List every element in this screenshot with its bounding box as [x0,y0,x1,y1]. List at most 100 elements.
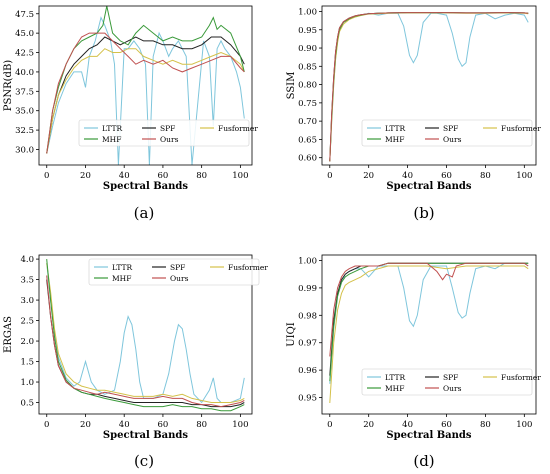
x-tick-label: 40 [402,420,413,430]
legend-label-lttr: LTTR [385,373,406,382]
legend-label-spf: SPF [443,373,458,382]
legend-label-ours: Ours [443,135,462,144]
series-line-fusformer [329,265,529,404]
series-line-fusformer [46,48,245,154]
x-tick-label: 20 [80,171,91,181]
series-line-fusformer [46,263,245,403]
series-line-spf [329,262,529,376]
series-line-lttr [329,262,529,384]
x-tick-label: 0 [44,420,49,430]
y-tick-label: 0.90 [298,44,317,54]
x-tick-label: 100 [516,420,532,430]
x-tick-label: 20 [363,171,374,181]
y-tick-label: 30.0 [15,145,34,155]
chart-1: 0 20 40 60 80 100 30.0 32.5 35.0 37.5 40.0 42.5 45.0… [3,5,258,192]
y-tick-label: 1.0 [20,378,34,388]
x-tick-label: 100 [516,171,532,181]
legend-label-fusformer: Fusformer [501,124,541,133]
series-line-mhf [46,259,245,412]
series-line-lttr [46,263,245,404]
y-axis-label: UIQI [286,322,297,347]
legend-label-fusformer: Fusformer [228,263,268,272]
y-tick-label: 32.5 [15,126,34,136]
y-tick-label: 1.00 [298,256,317,266]
panel-label-c: (c) [133,452,155,470]
y-tick-label: 4.0 [20,255,34,265]
chart-4: 0 20 40 60 80 100 0.95 0.96 0.97 0.98 0.99 1.00 Spec… [286,254,541,441]
y-tick-label: 0.95 [298,394,317,404]
y-tick-label: 0.95 [298,26,317,36]
x-tick-label: 20 [80,420,91,430]
x-tick-label: 60 [158,420,169,430]
y-tick-label: 0.98 [298,311,317,321]
y-tick-label: 0.96 [298,366,317,376]
legend-box [361,368,533,396]
x-tick-label: 0 [44,171,49,181]
legend-box [361,119,533,147]
plot-frame [321,5,537,166]
y-tick-label: 1.5 [20,358,34,368]
x-axis-label: Spectral Bands [386,430,472,441]
x-tick-label: 0 [327,171,332,181]
y-tick-label: 3.0 [20,296,34,306]
y-tick-label: 3.5 [20,276,34,286]
legend-label-ours: Ours [443,384,462,393]
legend: LTTR SPF Fusformer MHF Ours [78,119,258,147]
legend-label-mhf: MHF [385,135,404,144]
legend-label-lttr: LTTR [102,124,123,133]
y-tick-label: 0.65 [298,135,317,145]
series-line-ours [329,12,529,162]
plot-frame [38,5,253,166]
x-tick-label: 100 [232,420,248,430]
legend-label-fusformer: Fusformer [218,124,258,133]
x-tick-label: 80 [480,171,491,181]
chart-3: 0 20 40 60 80 100 0.5 1.0 1.5 2.0 2.5 3.0 3.5 4.0 Spec… [3,254,268,441]
y-tick-label: 0.85 [298,62,317,72]
x-tick-label: 40 [119,171,130,181]
y-tick-label: 0.80 [298,81,317,91]
y-tick-label: 0.75 [298,99,317,109]
y-tick-label: 37.5 [15,87,34,97]
y-tick-label: 40.0 [15,68,34,78]
x-axis-label: Spectral Bands [103,430,189,441]
y-tick-label: 1.00 [298,7,317,17]
y-tick-label: 45.0 [15,29,34,39]
y-axis-label: PSNR(dB) [3,60,14,112]
legend-label-spf: SPF [170,263,185,272]
x-tick-label: 100 [232,171,248,181]
series-line-mhf [329,262,529,382]
legend-box [88,258,260,286]
legend-label-ours: Ours [170,274,189,283]
y-tick-label: 0.99 [298,284,317,294]
y-axis-label: SSIM [286,72,297,100]
x-tick-label: 0 [327,420,332,430]
series-line-spf [46,36,245,154]
plot-frame [321,254,537,415]
legend: LTTR SPF Fusformer MHF Ours [361,368,541,396]
legend-label-ours: Ours [160,135,179,144]
legend-label-spf: SPF [160,124,175,133]
x-tick-label: 80 [196,420,207,430]
series-line-mhf [46,5,245,154]
panel-label-b: (b) [413,204,435,222]
x-tick-label: 80 [480,420,491,430]
y-axis-label: ERGAS [3,316,14,353]
panel-label-d: (d) [413,452,435,470]
legend-label-spf: SPF [443,124,458,133]
legend-label-mhf: MHF [102,135,121,144]
x-tick-label: 80 [196,171,207,181]
y-tick-label: 0.97 [298,339,317,349]
x-tick-label: 20 [363,420,374,430]
legend-label-fusformer: Fusformer [501,373,541,382]
y-tick-label: 2.5 [20,317,34,327]
y-tick-label: 2.0 [20,337,34,347]
y-tick-label: 0.70 [298,117,317,127]
series-line-ours [46,32,245,154]
series-line-ours [46,275,245,408]
legend-label-lttr: LTTR [112,263,133,272]
x-tick-label: 40 [402,171,413,181]
legend-label-lttr: LTTR [385,124,406,133]
panel-label-a: (a) [133,204,155,222]
x-tick-label: 40 [119,420,130,430]
